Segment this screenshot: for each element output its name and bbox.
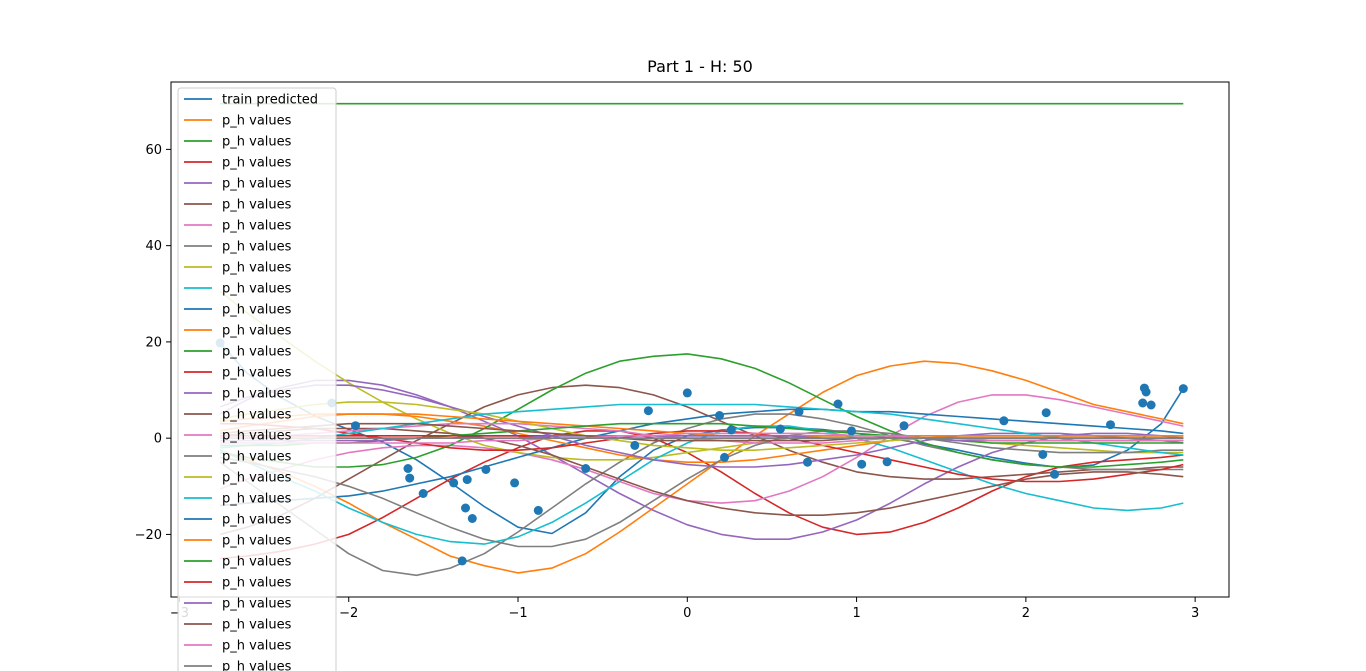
legend-label: p_h values [222,240,292,255]
series-line-17 [219,430,1184,548]
scatter-point [882,457,892,467]
legend-label: p_h values [222,618,292,633]
scatter-point [726,425,736,435]
y-tick-label: −20 [135,528,162,543]
scatter-point [833,399,843,409]
legend-label: p_h values [222,177,292,192]
scatter-point [720,452,729,462]
axes-frame [170,81,1230,598]
scatter-point [999,416,1009,426]
legend-label: p_h values [222,408,292,423]
series-line-10 [220,408,1184,507]
x-tick-label: 2 [1022,606,1030,621]
legend-label: p_h values [222,114,292,129]
scatter-point [857,459,867,469]
legend-label: p_h values [222,219,292,234]
legend-label: p_h values [222,429,292,444]
legend-label: p_h values [222,135,292,150]
scatter-point [461,503,470,513]
legend-label: p_h values [222,513,292,528]
scatter-point [418,489,428,498]
scatter-point [481,465,491,474]
x-tick-label: −1 [508,606,527,621]
scatter-point [794,407,804,417]
legend-label: p_h values [222,555,292,570]
scatter-point [1141,387,1151,397]
legend-label: p_h values [222,639,292,654]
legend-label: p_h values [222,492,292,507]
scatter-point [1178,384,1188,394]
legend-label: p_h values [222,597,292,612]
scatter-point [351,421,360,431]
scatter-point [510,478,520,488]
legend-box [177,87,337,671]
scatter-point [803,457,812,467]
y-tick-label: 40 [145,239,162,254]
x-tick-label: 3 [1191,606,1199,621]
scatter-point [682,388,692,398]
series-line-19 [220,403,1184,456]
scatter-point [1106,420,1115,430]
scatter-point [715,411,724,420]
chart-title: Part 1 - H: 50 [647,57,753,76]
series-line-8 [219,290,1184,461]
y-tick-label: 60 [145,143,162,158]
legend-label: p_h values [222,303,292,318]
legend-label: p_h values [222,366,292,381]
legend-label: p_h values [222,282,292,297]
scatter-point [1038,450,1048,459]
series-line-6 [219,394,1184,504]
y-axis: −20 0 20 40 60 [135,143,171,543]
legend-label: train predicted [222,93,318,108]
scatter-layer [215,338,1188,566]
scatter-point [1050,469,1060,479]
series-line-4 [219,379,1184,541]
legend-label: p_h values [222,660,292,671]
scatter-point [643,406,653,416]
scatter-point [403,464,413,473]
legend-label: p_h values [222,198,292,213]
scatter-point [467,514,477,523]
scatter-point [1146,400,1156,410]
scatter-point [1041,408,1051,418]
y-tick-label: 0 [154,432,162,447]
legend-label: p_h values [222,471,292,486]
scatter-point [449,478,459,488]
x-tick-label: 0 [683,606,691,621]
x-tick-label: −2 [339,606,358,621]
scatter-point [462,475,472,485]
legend-label: p_h values [222,324,292,339]
series-line-21 [220,413,1184,437]
scatter-point [1138,398,1148,408]
legend-label: p_h values [222,156,292,171]
legend-label: p_h values [222,450,292,465]
scatter-point [775,424,785,434]
legend-label: p_h values [222,387,292,402]
series-layer [219,102,1184,577]
x-tick-label: 1 [852,606,860,621]
scatter-point [630,440,640,450]
legend-label: p_h values [222,261,292,276]
scatter-point [405,473,415,483]
series-line-5 [219,384,1184,536]
scatter-point [457,556,467,566]
legend-label: p_h values [222,534,292,549]
scatter-point [899,421,909,431]
legend-label: p_h values [222,345,292,360]
y-tick-label: 20 [145,335,162,350]
scatter-point [581,464,591,473]
legend-label: p_h values [222,576,292,591]
series-line-12 [219,353,1184,468]
legend: train predicted p_h values p_h values p_h v… [177,87,337,671]
scatter-point [847,426,856,436]
series-line-26 [220,432,1184,444]
plot-area [170,81,1230,598]
scatter-point [533,505,543,515]
series-line-9 [219,425,1184,545]
